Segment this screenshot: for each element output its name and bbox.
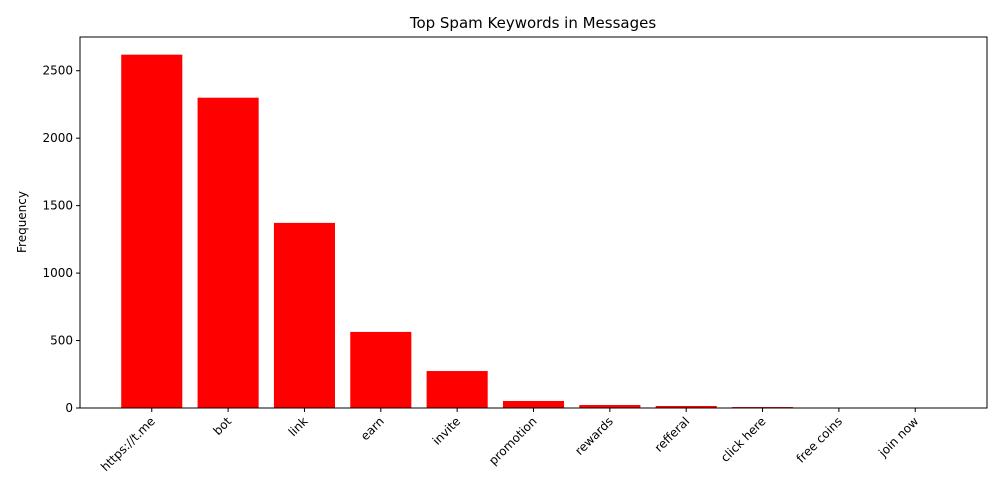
x-tick-label: promotion: [486, 414, 539, 467]
bar: [121, 55, 182, 408]
bar: [350, 332, 411, 408]
bar: [198, 98, 259, 408]
bar: [427, 371, 488, 408]
x-tick-label: invite: [430, 414, 464, 448]
x-tick-label: link: [286, 414, 311, 439]
y-tick-label: 2500: [42, 64, 73, 78]
x-tick-label: bot: [210, 414, 234, 438]
x-tick-label: click here: [718, 414, 769, 465]
bar: [503, 401, 564, 408]
y-tick-label: 2000: [42, 131, 73, 145]
x-tick-label: free coins: [794, 414, 845, 465]
bar: [274, 223, 335, 408]
y-tick-label: 1500: [42, 199, 73, 213]
x-tick-label: refferal: [652, 414, 693, 455]
x-tick-label: https://t.me: [98, 414, 158, 474]
y-tick-label: 500: [50, 334, 73, 348]
y-axis-label: Frequency: [15, 191, 29, 253]
y-tick-label: 1000: [42, 266, 73, 280]
x-tick-label: rewards: [572, 414, 616, 458]
x-tick-label: join now: [875, 414, 921, 460]
x-tick-label: earn: [358, 414, 387, 443]
y-tick-label: 0: [65, 401, 73, 415]
chart-title: Top Spam Keywords in Messages: [409, 14, 657, 32]
